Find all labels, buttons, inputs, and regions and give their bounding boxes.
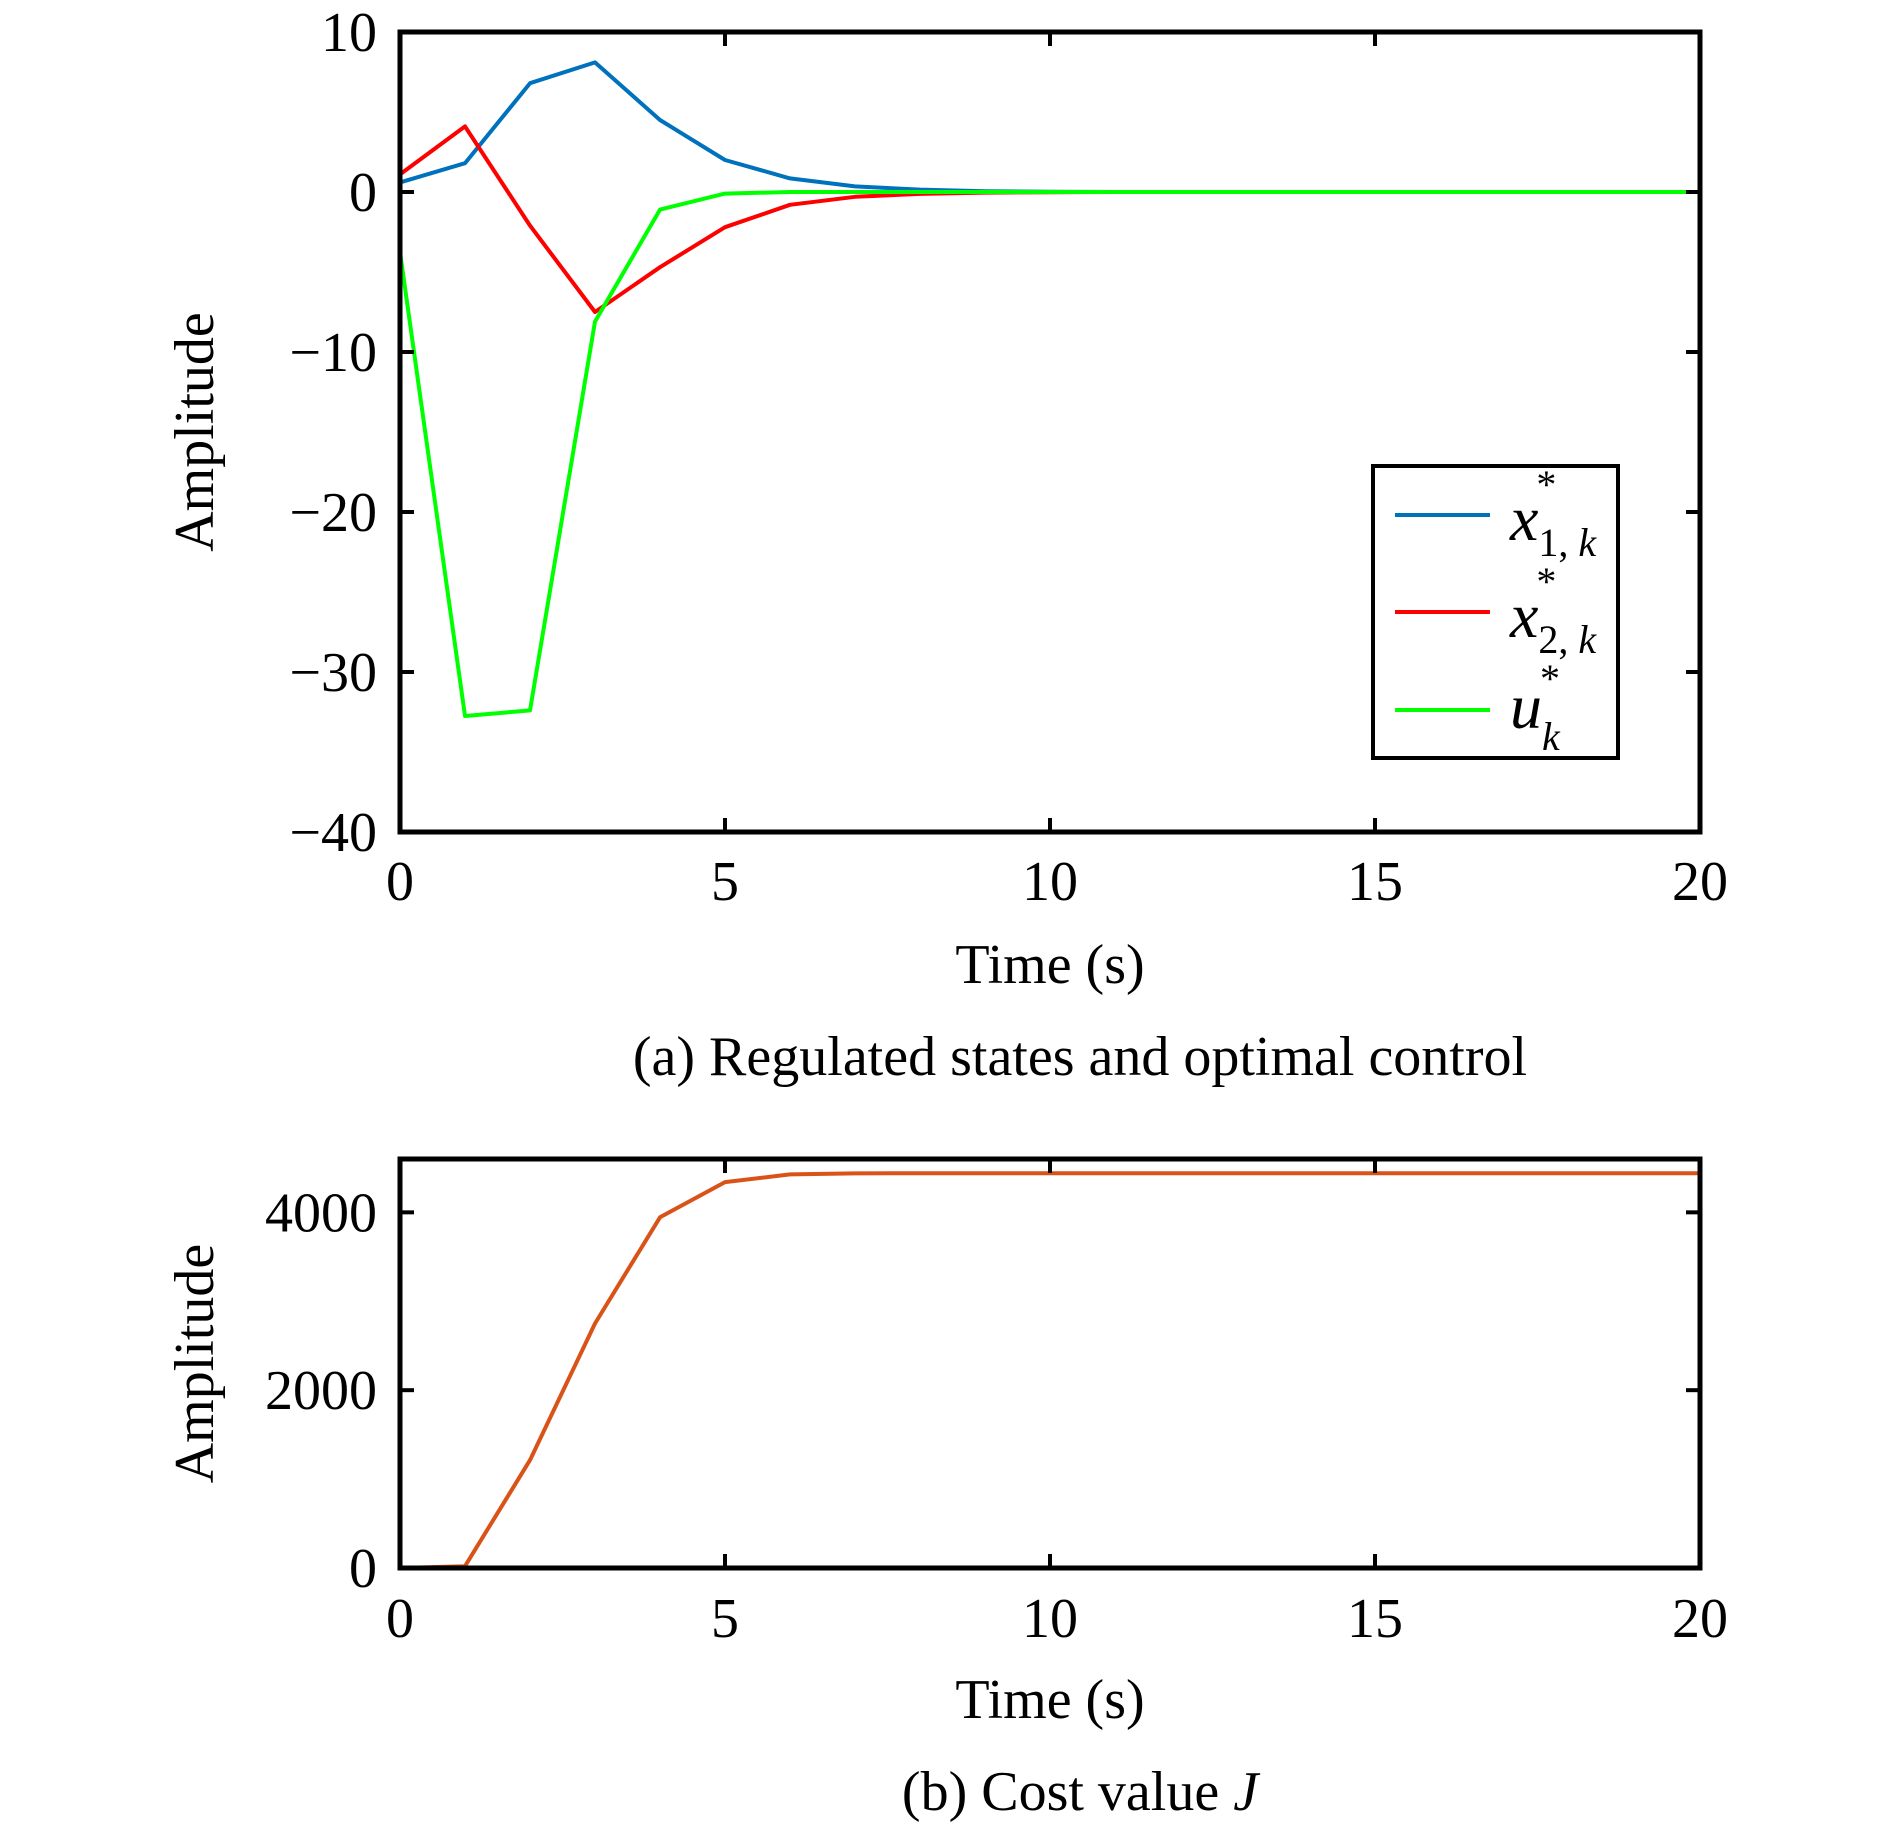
y-tick-label: −10 — [289, 322, 377, 384]
series-line-0 — [399, 60, 1700, 194]
x-tick-label: 5 — [711, 851, 739, 913]
legend-item: x* 1, k — [1395, 462, 1597, 565]
y-tick-label: −20 — [289, 482, 377, 544]
plot-frame — [397, 1156, 1703, 1571]
x-tick-labels: 0 5 10 15 20 — [386, 851, 1728, 913]
x-tick-label: 15 — [1347, 1588, 1403, 1650]
chart-caption: (b) Cost value J — [902, 1761, 1261, 1823]
x-tick-label: 0 — [386, 851, 414, 913]
series-line-2 — [398, 190, 1700, 718]
series-layer — [399, 1171, 1700, 1570]
legend-label-u: u* k — [1510, 656, 1561, 759]
chart-caption: (a) Regulated states and optimal control — [633, 1026, 1527, 1088]
y-tick-label: −30 — [289, 642, 377, 704]
y-axis-label: Amplitude — [164, 312, 226, 552]
series-line-0 — [399, 1171, 1700, 1570]
x-axis-label: Time (s) — [955, 1669, 1144, 1731]
x-tick-label: 0 — [386, 1588, 414, 1650]
legend-item: u* k — [1395, 656, 1561, 759]
caption-text: (b) Cost value — [902, 1761, 1233, 1823]
legend-item: x* 2, k — [1395, 559, 1597, 662]
caption-symbol: J — [1233, 1761, 1261, 1823]
x-tick-label: 5 — [711, 1588, 739, 1650]
x-tick-label: 10 — [1022, 851, 1078, 913]
y-tick-label: 2000 — [265, 1360, 377, 1422]
y-tick-label: 10 — [321, 2, 377, 64]
x-tick-label: 20 — [1672, 851, 1728, 913]
legend: x* 1, k x* 2, k u* k — [1371, 462, 1620, 760]
ticks — [398, 1159, 1702, 1570]
y-tick-label: 0 — [349, 1538, 377, 1600]
legend-label-x2: x* 2, k — [1509, 559, 1597, 662]
chart-cost-value: 0 5 10 15 20 0 2000 4000 Time (s) Amplitude (b… — [164, 1156, 1728, 1823]
x-tick-label: 20 — [1672, 1588, 1728, 1650]
chart-regulated-states: 0 5 10 15 20 10 0 −10 −20 −30 −40 Time (s) Amplit… — [164, 2, 1728, 1088]
x-tick-label: 15 — [1347, 851, 1403, 913]
y-tick-labels: 0 2000 4000 — [265, 1182, 377, 1600]
x-tick-labels: 0 5 10 15 20 — [386, 1588, 1728, 1650]
x-tick-label: 10 — [1022, 1588, 1078, 1650]
legend-label-x1: x* 1, k — [1509, 462, 1597, 565]
series-layer — [398, 60, 1700, 718]
y-tick-label: −40 — [289, 802, 377, 864]
y-tick-labels: 10 0 −10 −20 −30 −40 — [289, 2, 377, 864]
y-tick-label: 0 — [349, 162, 377, 224]
ticks — [398, 30, 1702, 834]
x-axis-label: Time (s) — [955, 934, 1144, 996]
y-axis-label: Amplitude — [164, 1244, 226, 1484]
y-tick-label: 4000 — [265, 1182, 377, 1244]
series-line-1 — [398, 124, 1700, 314]
